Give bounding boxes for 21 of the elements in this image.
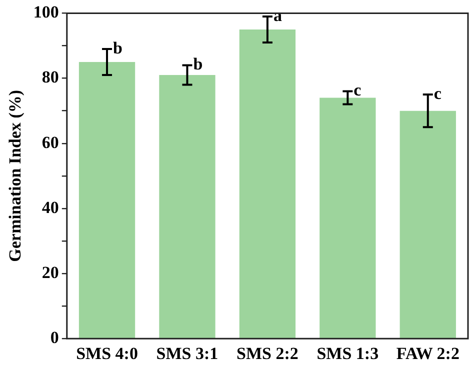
- bar: [239, 29, 296, 338]
- bar: [78, 62, 136, 338]
- annotation: b: [113, 38, 122, 58]
- x-tick-label: SMS 1:3: [316, 344, 379, 364]
- bar: [400, 110, 456, 338]
- bar: [159, 75, 216, 338]
- x-tick-label: SMS 4:0: [76, 344, 138, 364]
- y-tick-label: 40: [42, 198, 59, 217]
- bar: [320, 98, 376, 338]
- annotation: c: [434, 84, 442, 103]
- y-axis-title: Germination Index (%): [6, 90, 25, 262]
- x-tick-label: FAW 2:2: [396, 344, 460, 364]
- y-tick-label: 80: [42, 68, 59, 87]
- x-tick-label: SMS 3:1: [156, 344, 218, 364]
- y-tick-label: 0: [50, 328, 59, 347]
- y-tick-label: 60: [42, 132, 59, 152]
- annotation: c: [354, 80, 362, 100]
- y-tick-label: 100: [33, 2, 59, 22]
- annotation: b: [193, 54, 203, 74]
- y-tick-label: 20: [42, 262, 59, 282]
- x-tick-label: SMS 2:2: [236, 344, 298, 364]
